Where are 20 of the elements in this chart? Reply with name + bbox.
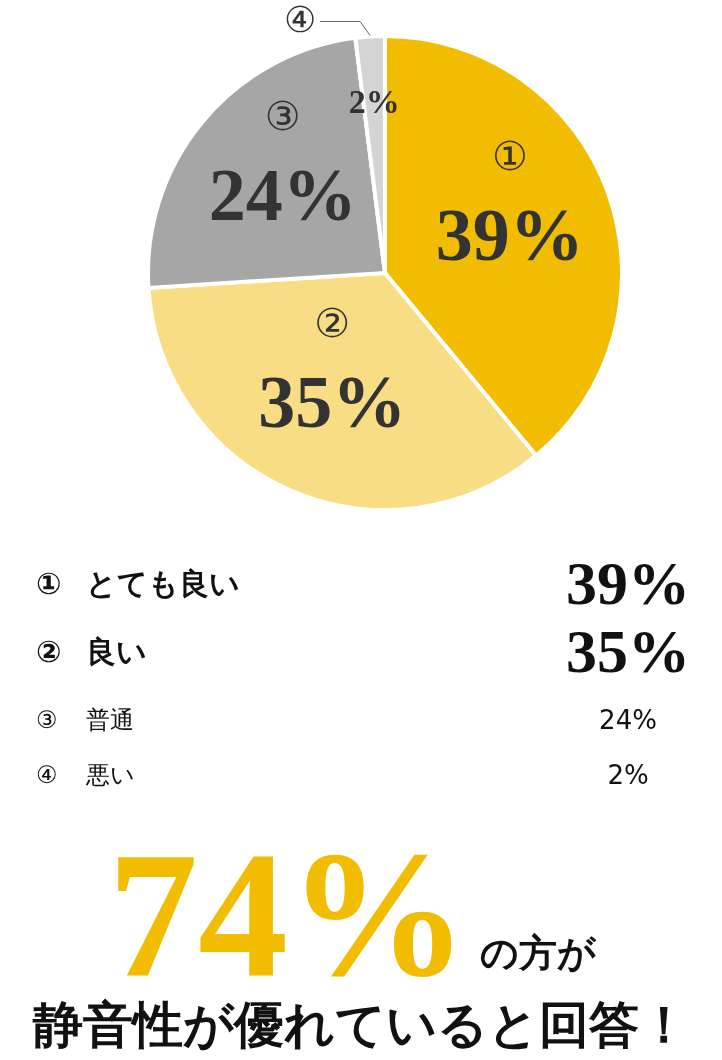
- data-label: 24%: [208, 154, 357, 237]
- text: 2%: [607, 760, 649, 790]
- text: とても良い: [86, 566, 240, 601]
- category-label: ②: [36, 634, 62, 669]
- slice-label: ④: [283, 0, 317, 41]
- slice-label: ②: [314, 299, 351, 346]
- category-label: ④: [36, 761, 58, 789]
- category-label: ①: [36, 566, 62, 601]
- text: 普通: [86, 706, 134, 734]
- slice-label: ①: [491, 133, 528, 180]
- data-label: 35%: [258, 360, 407, 443]
- text: 24%: [599, 705, 657, 735]
- text: 35%: [566, 617, 690, 685]
- category-label: ③: [36, 706, 58, 734]
- text: の方が: [480, 931, 597, 975]
- slice-label: ③: [264, 93, 301, 140]
- text: 良い: [86, 634, 147, 669]
- data-label: 39%: [435, 194, 584, 277]
- text: 悪い: [85, 761, 135, 789]
- text: 39%: [566, 549, 690, 617]
